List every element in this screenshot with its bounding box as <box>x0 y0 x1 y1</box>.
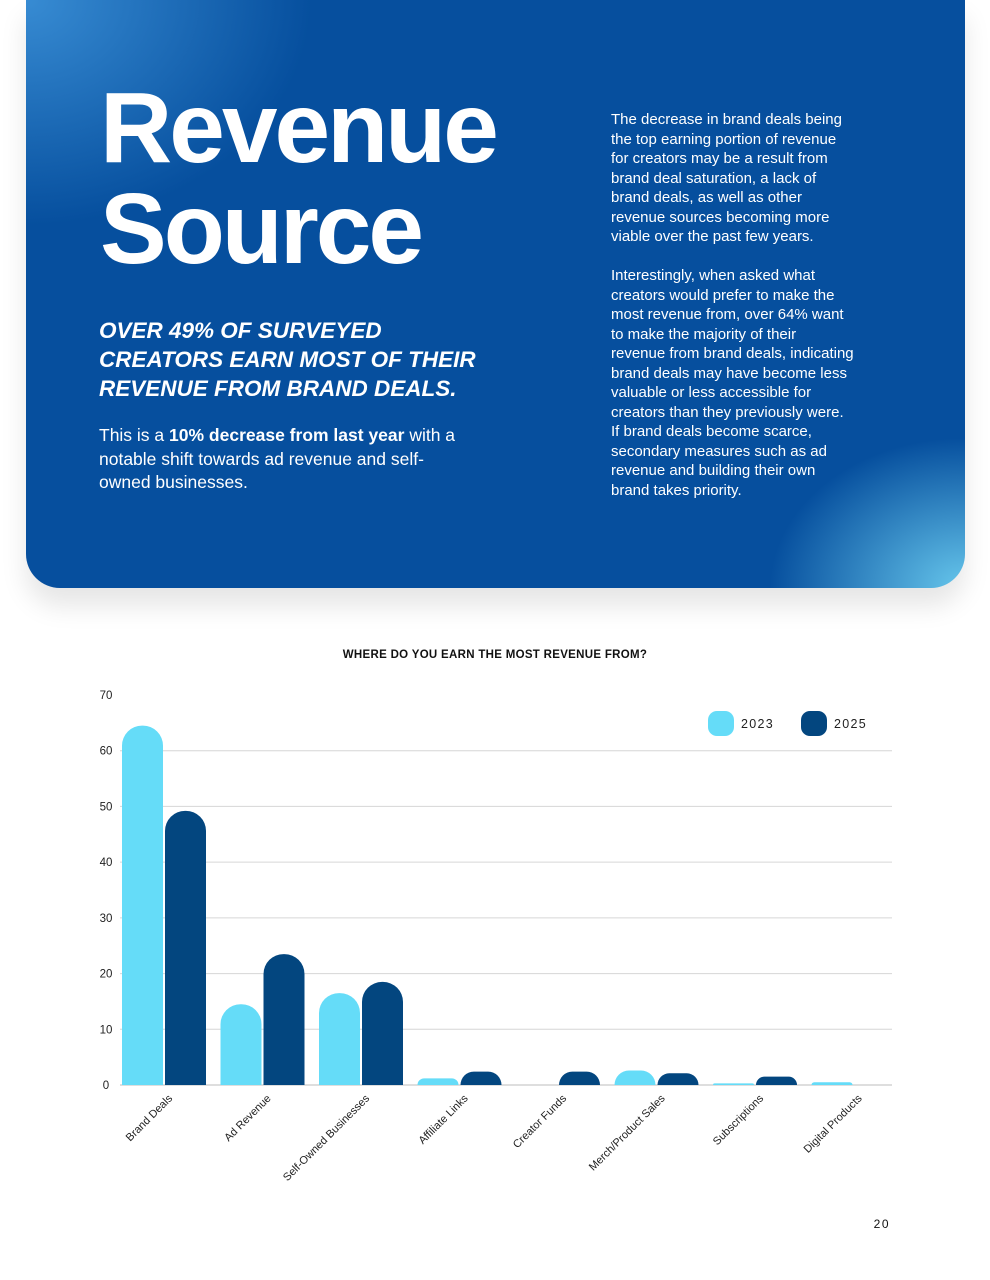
x-tick-label: Subscriptions <box>711 1092 767 1148</box>
body-line: If brand deals become scarce, <box>611 423 812 440</box>
x-tick-label: Affiliate Links <box>416 1092 471 1147</box>
lead-line-3: owned businesses. <box>99 472 248 492</box>
x-tick-label: Brand Deals <box>124 1092 176 1144</box>
bar-2025 <box>657 1073 699 1085</box>
legend-label-2023: 2023 <box>741 717 774 731</box>
lead-line-2: notable shift towards ad revenue and sel… <box>99 448 424 469</box>
body-line: most revenue from, over 64% want <box>611 306 844 323</box>
body-line: valuable or less accessible for <box>611 384 812 401</box>
bar-2025 <box>165 810 206 1085</box>
body-line: secondary measures such as ad <box>611 442 827 460</box>
y-tick-label: 20 <box>100 969 113 981</box>
headline-line-3: REVENUE FROM BRAND DEALS. <box>99 376 457 401</box>
y-tick-label: 40 <box>100 857 113 869</box>
y-tick-label: 70 <box>100 690 113 702</box>
legend-swatch-2023 <box>708 711 734 736</box>
headline-statement: OVER 49% OF SURVEYED CREATORS EARN MOST … <box>99 316 519 403</box>
title-line-1: Revenue <box>100 72 499 184</box>
body-line: the top earning portion of revenue <box>611 130 837 148</box>
headline-line-1: OVER 49% OF SURVEYED <box>99 318 382 343</box>
lead-rest: with a <box>404 425 456 445</box>
body-line: brand deals may have become less <box>611 364 847 382</box>
bar-2025 <box>559 1071 600 1085</box>
revenue-bar-chart: 0 10 20 30 40 50 60 70 Brand Deals Ad Revenue Self… <box>100 690 892 1184</box>
bar-2023 <box>417 1078 459 1085</box>
x-tick-label: Digital Products <box>802 1092 865 1155</box>
bar-2025 <box>460 1071 502 1085</box>
title-line-2: Source <box>100 173 424 285</box>
page-title: Revenue Source <box>100 72 499 285</box>
headline-line-2: CREATORS EARN MOST OF THEIR <box>99 347 476 372</box>
body-line: revenue and building their own <box>611 462 816 479</box>
legend-swatch-2025 <box>801 711 827 736</box>
x-tick-label: Ad Revenue <box>222 1093 273 1144</box>
body-line: brand takes priority. <box>611 481 742 499</box>
body-line: for creators may be a result from <box>611 150 828 167</box>
bar-2023 <box>319 993 360 1085</box>
body-line: creators than they previously were. <box>611 403 844 421</box>
lead-prefix: This is a <box>99 425 170 445</box>
y-tick-label: 60 <box>100 746 113 758</box>
body-line: The decrease in brand deals being <box>611 111 842 128</box>
legend-label-2025: 2025 <box>834 717 867 731</box>
body-line: viable over the past few years. <box>611 228 814 245</box>
bar-2023 <box>811 1082 853 1085</box>
bar-2025 <box>756 1076 797 1085</box>
bar-2023 <box>614 1070 656 1085</box>
body-line: brand deals, as well as other <box>611 189 802 206</box>
lead-paragraph: This is a 10% decrease from last year wi… <box>99 424 519 495</box>
bar-2025 <box>362 981 403 1085</box>
x-tick-label: Creator Funds <box>511 1092 570 1151</box>
lead-line-1: This is a 10% decrease from last year wi… <box>99 424 519 448</box>
body-paragraph-1: The decrease in brand deals being the to… <box>611 110 911 247</box>
body-line: brand deal saturation, a lack of <box>611 169 817 187</box>
y-tick-label: 0 <box>103 1080 109 1092</box>
lead-highlight: 10% decrease from last year <box>169 425 405 445</box>
body-line: to make the majority of their <box>611 325 797 343</box>
bar-2025 <box>263 954 305 1085</box>
body-line: creators would prefer to make the <box>611 286 835 304</box>
chart-title: WHERE DO YOU EARN THE MOST REVENUE FROM? <box>342 649 648 661</box>
y-tick-label: 10 <box>100 1024 113 1036</box>
x-tick-label: Self-Owned Businesses <box>281 1092 372 1183</box>
body-line: revenue sources becoming more <box>611 208 830 226</box>
body-line: Interestingly, when asked what <box>611 267 816 284</box>
hero-banner: Revenue Source OVER 49% OF SURVEYED CREA… <box>26 0 965 588</box>
bar-2023 <box>122 725 163 1085</box>
y-tick-label: 30 <box>100 913 113 925</box>
body-line: revenue from brand deals, indicating <box>611 345 854 362</box>
body-paragraph-2: Interestingly, when asked what creators … <box>611 266 911 500</box>
bar-2023 <box>220 1004 262 1085</box>
y-tick-label: 50 <box>100 801 113 813</box>
page-number: 20 <box>873 1217 890 1231</box>
bar-2023 <box>713 1083 754 1085</box>
x-tick-label: Merch/Product Sales <box>587 1092 668 1173</box>
